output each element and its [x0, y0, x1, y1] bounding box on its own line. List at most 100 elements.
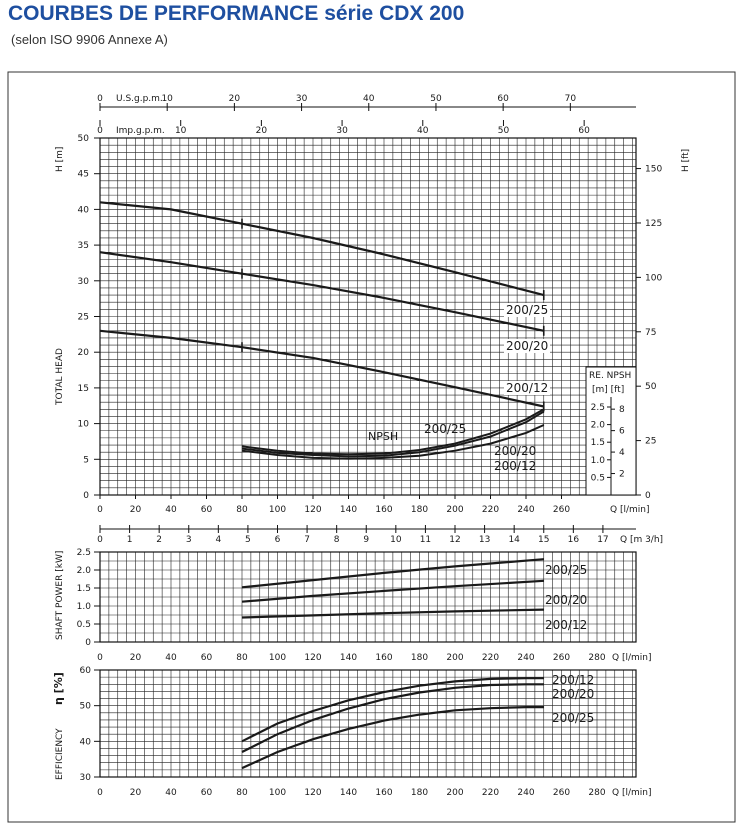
- power-y-tick-label: 0.5: [77, 620, 91, 630]
- power-x-tick-label: 140: [340, 653, 357, 663]
- m3h-tick-label: 10: [390, 535, 402, 545]
- power-x-tick-label: 280: [588, 653, 605, 663]
- eff-series-label: 200/25: [552, 711, 594, 725]
- npsh-m-tick-label: 2.0: [591, 421, 606, 431]
- ft-tick-label: 75: [645, 328, 656, 338]
- npsh-ft-tick-label: 4: [619, 448, 625, 458]
- eff-series-label: 200/12: [552, 673, 594, 687]
- head-curve-200-20: [99, 251, 545, 332]
- npsh-ft-tick-label: 6: [619, 427, 625, 437]
- ft-tick-label: 125: [645, 219, 662, 229]
- eff-x-tick-label: 140: [340, 788, 357, 798]
- y-unit-label: H [m]: [55, 147, 65, 172]
- power-series-label: 200/12: [545, 618, 587, 632]
- power-y-tick-label: 0: [85, 638, 91, 648]
- x-tick-label: 260: [553, 505, 570, 515]
- y-tick-label: 20: [78, 348, 90, 358]
- power-x-tick-label: 20: [130, 653, 142, 663]
- impgpm-label: Imp.g.p.m.: [116, 126, 165, 136]
- m3h-tick-label: 17: [597, 535, 608, 545]
- x-tick-label: 220: [482, 505, 499, 515]
- ft-tick-label: 100: [645, 273, 662, 283]
- y-tick-label: 15: [78, 384, 89, 394]
- power-x-tick-label: 60: [201, 653, 213, 663]
- x-tick-label: 0: [97, 505, 103, 515]
- eff-x-tick-label: 20: [130, 788, 142, 798]
- head-series-label: 200/12: [506, 381, 548, 395]
- eff-series-label: 200/20: [552, 687, 594, 701]
- npsh-ft-tick-label: 8: [619, 405, 625, 415]
- m3h-tick-label: 8: [334, 535, 340, 545]
- eff-x-tick-label: 260: [553, 788, 570, 798]
- head-series-label: 200/20: [506, 339, 548, 353]
- power-x-tick-label: 180: [411, 653, 428, 663]
- plot-border: [99, 551, 637, 643]
- x-unit-label: Q [l/min]: [610, 505, 649, 515]
- m3h-unit-label: Q [m 3/h]: [620, 535, 663, 545]
- power-x-tick-label: 100: [269, 653, 286, 663]
- head-grid: [99, 137, 637, 496]
- power-y-tick-label: 2.0: [77, 566, 92, 576]
- chart-frame: [7, 71, 736, 823]
- power-series-label: 200/20: [545, 593, 587, 607]
- eff-x-tick-label: 160: [375, 788, 392, 798]
- y-tick-label: 5: [83, 455, 89, 465]
- eff-x-tick-label: 100: [269, 788, 286, 798]
- eff-x-tick-label: 120: [304, 788, 321, 798]
- eff-x-tick-label: 280: [588, 788, 605, 798]
- ft-tick-label: 150: [645, 165, 662, 175]
- impgpm-tick-label: 20: [256, 126, 268, 136]
- npsh-curve-200-12: [241, 424, 545, 460]
- usgpm-tick-label: 0: [97, 94, 103, 104]
- power-x-tick-label: 260: [553, 653, 570, 663]
- m3h-tick-label: 1: [127, 535, 133, 545]
- x-tick-label: 100: [269, 505, 286, 515]
- m3h-tick-label: 5: [245, 535, 251, 545]
- usgpm-label: U.S.g.p.m.: [116, 94, 163, 104]
- power-y-tick-label: 2.5: [77, 548, 91, 558]
- npsh-series-label: 200/25: [424, 422, 466, 436]
- usgpm-tick-label: 20: [229, 94, 241, 104]
- y-tick-label: 30: [78, 277, 90, 287]
- power-x-tick-label: 0: [97, 653, 103, 663]
- eff-y-unit: η [%]: [52, 672, 65, 705]
- x-tick-label: 140: [340, 505, 357, 515]
- eff-x-tick-label: 240: [517, 788, 534, 798]
- m3h-tick-label: 6: [275, 535, 281, 545]
- head-curve-200-12: [99, 329, 545, 408]
- power-y-tick-label: 1.5: [77, 584, 91, 594]
- m3h-tick-label: 0: [97, 535, 103, 545]
- eff-x-tick-label: 80: [236, 788, 248, 798]
- eff-grid: [99, 669, 637, 778]
- power-grid: [99, 551, 637, 643]
- m3h-tick-label: 2: [156, 535, 162, 545]
- usgpm-tick-label: 30: [296, 94, 308, 104]
- curves-layer: [99, 201, 545, 770]
- eff-curve-200-20: [241, 683, 544, 753]
- usgpm-tick-label: 70: [565, 94, 577, 104]
- x-tick-label: 60: [201, 505, 213, 515]
- ft-tick-label: 0: [645, 491, 651, 501]
- impgpm-tick-label: 10: [175, 126, 187, 136]
- eff-x-tick-label: 60: [201, 788, 213, 798]
- page-subtitle: (selon ISO 9906 Annexe A): [11, 32, 168, 47]
- eff-y-tick-label: 50: [80, 702, 92, 712]
- m3h-tick-label: 15: [538, 535, 549, 545]
- y-tick-label: 25: [78, 313, 89, 323]
- eff-x-tick-label: 220: [482, 788, 499, 798]
- usgpm-tick-label: 40: [363, 94, 375, 104]
- npsh-curve-200-20: [241, 410, 545, 458]
- plot-border: [99, 669, 637, 778]
- power-curve-200-20: [241, 579, 544, 603]
- label-bg: [504, 381, 550, 395]
- ft-tick-label: 50: [645, 382, 657, 392]
- m3h-tick-label: 14: [508, 535, 520, 545]
- npsh-curve-200-25: [241, 408, 545, 456]
- head-curve-200-25: [99, 201, 545, 297]
- y-tick-label: 10: [78, 420, 90, 430]
- m3h-tick-label: 3: [186, 535, 192, 545]
- npsh-title: RE. NPSH: [589, 371, 631, 381]
- m3h-tick-label: 4: [215, 535, 221, 545]
- eff-y-tick-label: 40: [80, 737, 92, 747]
